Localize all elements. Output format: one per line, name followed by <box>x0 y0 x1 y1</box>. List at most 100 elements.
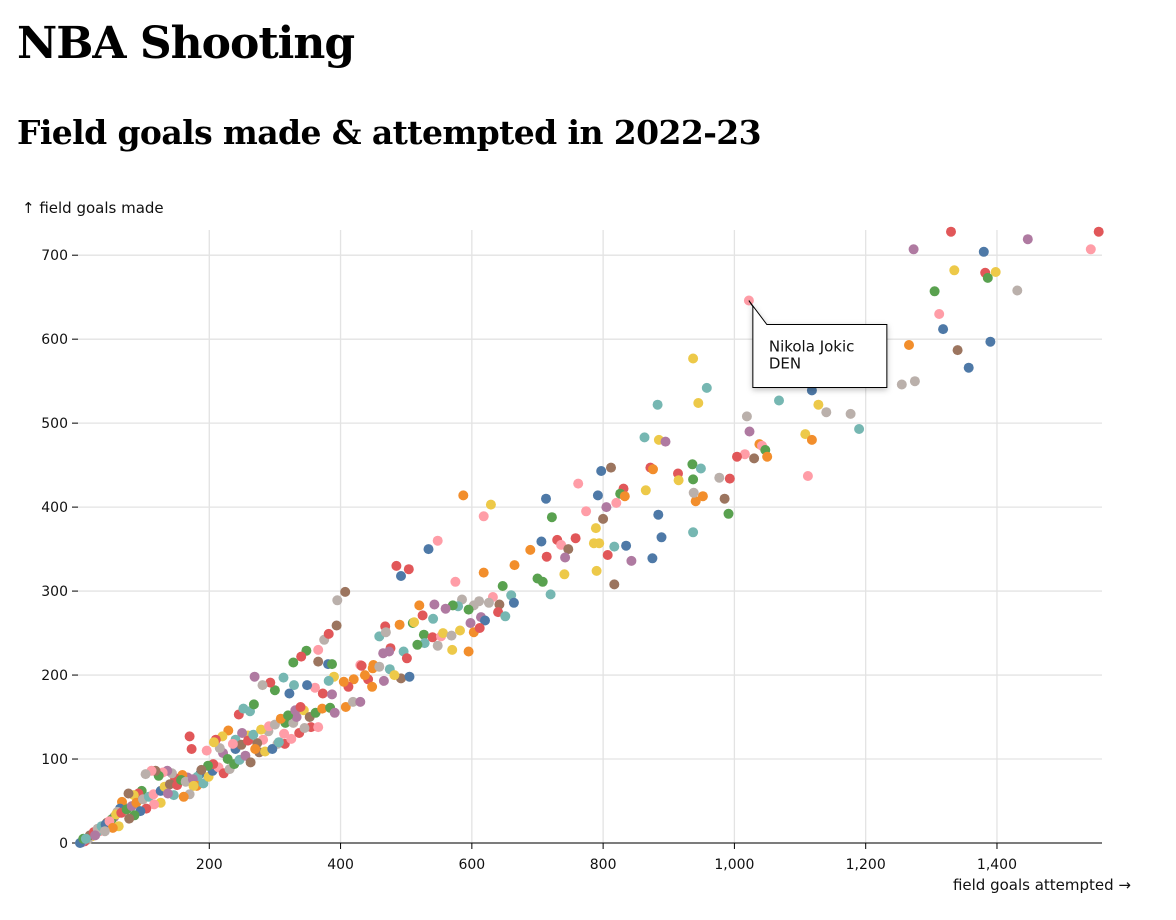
data-point[interactable] <box>697 491 708 502</box>
data-point[interactable] <box>178 791 189 802</box>
data-point[interactable] <box>327 659 337 670</box>
data-point[interactable] <box>423 544 434 555</box>
data-point[interactable] <box>590 523 601 534</box>
data-point[interactable] <box>802 471 813 481</box>
data-point[interactable] <box>714 472 725 483</box>
data-point[interactable] <box>299 723 310 733</box>
data-point[interactable] <box>985 336 996 347</box>
data-point[interactable] <box>559 569 570 580</box>
data-point[interactable] <box>432 535 443 546</box>
data-point[interactable] <box>401 653 412 664</box>
data-point[interactable] <box>570 533 581 544</box>
data-point[interactable] <box>409 617 420 628</box>
data-point[interactable] <box>982 272 993 283</box>
data-point[interactable] <box>1085 244 1096 255</box>
data-point[interactable] <box>257 680 268 691</box>
data-point[interactable] <box>186 744 197 754</box>
data-point[interactable] <box>741 411 752 422</box>
data-point[interactable] <box>963 362 974 373</box>
data-point[interactable] <box>250 744 261 754</box>
data-point[interactable] <box>208 737 219 748</box>
data-point[interactable] <box>673 475 684 486</box>
data-point[interactable] <box>509 560 520 571</box>
data-point[interactable] <box>458 490 469 501</box>
data-point[interactable] <box>450 576 461 587</box>
data-point[interactable] <box>429 599 440 610</box>
data-point[interactable] <box>774 395 784 406</box>
data-point[interactable] <box>313 722 324 733</box>
data-point[interactable] <box>296 651 307 662</box>
data-point[interactable] <box>546 512 557 523</box>
data-point[interactable] <box>909 376 920 387</box>
data-point[interactable] <box>438 628 448 639</box>
data-point[interactable] <box>690 496 701 507</box>
data-point[interactable] <box>396 571 406 581</box>
data-point[interactable] <box>606 462 616 473</box>
data-point[interactable] <box>269 685 280 696</box>
data-point[interactable] <box>378 648 389 659</box>
data-point[interactable] <box>99 826 110 837</box>
data-point[interactable] <box>596 466 607 476</box>
data-point[interactable] <box>463 646 474 657</box>
data-point[interactable] <box>286 733 297 744</box>
data-point[interactable] <box>723 508 734 519</box>
data-point[interactable] <box>245 757 256 768</box>
data-point[interactable] <box>896 379 907 390</box>
data-point[interactable] <box>446 630 457 641</box>
data-point[interactable] <box>295 702 306 712</box>
data-point[interactable] <box>688 353 699 364</box>
data-point[interactable] <box>289 680 299 691</box>
data-point[interactable] <box>611 497 622 508</box>
data-point[interactable] <box>525 544 536 555</box>
data-point[interactable] <box>652 399 663 410</box>
data-point[interactable] <box>313 644 324 655</box>
data-point[interactable] <box>908 244 919 255</box>
data-point[interactable] <box>380 627 391 638</box>
data-point[interactable] <box>978 246 989 257</box>
data-point[interactable] <box>355 696 366 707</box>
data-point[interactable] <box>367 681 378 692</box>
data-point[interactable] <box>609 579 620 590</box>
data-point[interactable] <box>609 541 620 552</box>
data-point[interactable] <box>952 345 963 356</box>
data-point[interactable] <box>149 799 160 810</box>
data-point[interactable] <box>403 564 414 575</box>
data-point[interactable] <box>237 728 248 738</box>
data-point[interactable] <box>541 493 551 504</box>
data-point[interactable] <box>463 604 474 615</box>
data-point[interactable] <box>317 688 328 699</box>
data-point[interactable] <box>621 540 632 551</box>
data-point[interactable] <box>140 769 151 780</box>
data-point[interactable] <box>313 656 324 667</box>
data-point[interactable] <box>279 728 290 739</box>
data-point[interactable] <box>428 613 439 624</box>
data-point[interactable] <box>340 586 351 597</box>
data-point[interactable] <box>256 724 267 735</box>
data-point[interactable] <box>394 619 405 630</box>
data-point[interactable] <box>640 485 651 496</box>
data-point[interactable] <box>1093 226 1104 237</box>
data-point[interactable] <box>687 459 698 470</box>
data-point[interactable] <box>249 671 260 682</box>
data-point[interactable] <box>80 833 91 844</box>
data-point[interactable] <box>278 672 289 683</box>
data-point[interactable] <box>563 544 574 555</box>
data-point[interactable] <box>701 382 712 393</box>
data-point[interactable] <box>719 493 730 504</box>
data-point[interactable] <box>619 491 630 502</box>
data-point[interactable] <box>412 639 423 650</box>
data-point[interactable] <box>184 731 195 742</box>
data-point[interactable] <box>478 567 489 578</box>
data-point[interactable] <box>267 744 278 754</box>
data-point[interactable] <box>124 813 135 824</box>
data-point[interactable] <box>739 449 750 460</box>
data-point[interactable] <box>359 670 370 681</box>
data-point[interactable] <box>483 597 494 608</box>
data-point[interactable] <box>573 478 584 489</box>
data-point[interactable] <box>427 632 438 643</box>
data-point[interactable] <box>594 538 605 549</box>
data-point[interactable] <box>348 674 359 685</box>
data-point[interactable] <box>693 398 704 408</box>
data-point[interactable] <box>626 555 637 566</box>
data-point[interactable] <box>248 729 259 740</box>
